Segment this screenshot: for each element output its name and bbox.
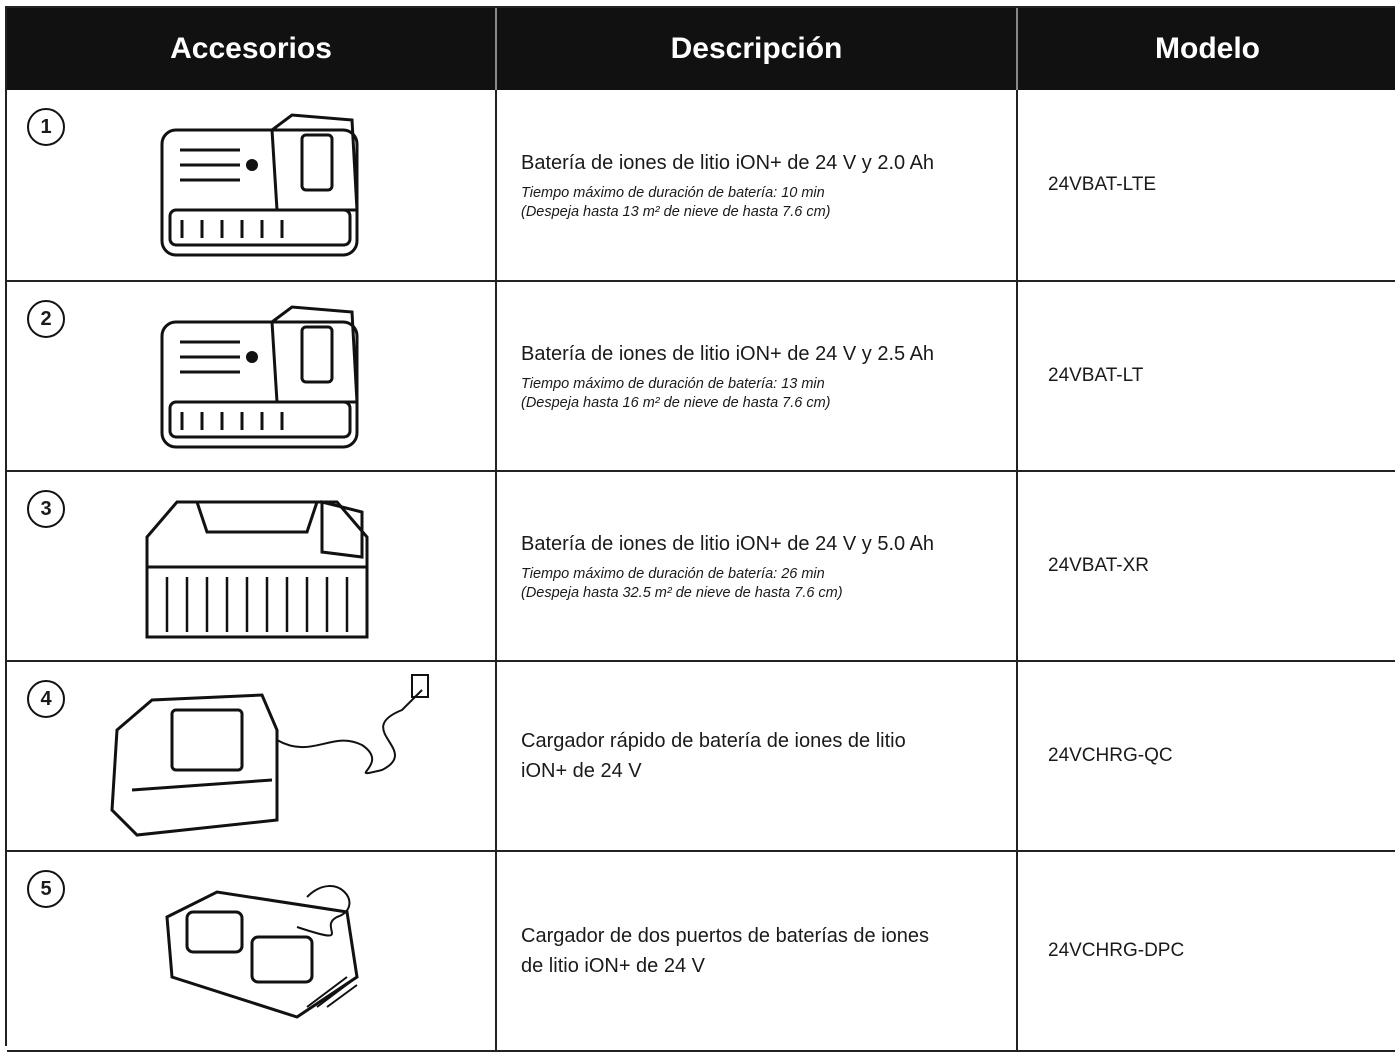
dual-charger-icon <box>165 885 359 1019</box>
item-number: 4 <box>27 680 65 718</box>
model-text: 24VBAT-LTE <box>1048 174 1157 195</box>
description: Cargador rápido de batería de iones de l… <box>521 662 1006 850</box>
description-text: Batería de iones de litio iON+ de 24 V y… <box>521 343 935 365</box>
description: Batería de iones de litio iON+ de 24 V y… <box>521 90 1006 280</box>
model-text: 24VCHRG-QC <box>1048 745 1173 766</box>
battery-icon <box>145 500 369 639</box>
description-cell: Batería de iones de litio iON+ de 24 V y… <box>497 472 1018 662</box>
description-cell: Batería de iones de litio iON+ de 24 V y… <box>497 90 1018 282</box>
header-cell: Accesorios <box>7 8 497 90</box>
description-cell: Cargador de dos puertos de baterías de i… <box>497 852 1018 1052</box>
note-text: Tiempo máximo de duración de batería: 13… <box>521 376 825 392</box>
model-text: 24VBAT-XR <box>1048 555 1150 576</box>
model-cell: 24VBAT-LT <box>1018 282 1395 472</box>
header-cell: Descripción <box>497 8 1018 90</box>
note-text: (Despeja hasta 13 m² de nieve de hasta 7… <box>521 204 831 220</box>
note-text: (Despeja hasta 32.5 m² de nieve de hasta… <box>521 585 843 601</box>
note-text: (Despeja hasta 16 m² de nieve de hasta 7… <box>521 395 831 411</box>
description-text: de litio iON+ de 24 V <box>521 955 705 977</box>
model-cell: 24VCHRG-QC <box>1018 662 1395 852</box>
description-text: Cargador de dos puertos de baterías de i… <box>521 925 930 947</box>
accessory-cell: 4 <box>7 662 497 852</box>
accessory-cell: 2 <box>7 282 497 472</box>
description: Batería de iones de litio iON+ de 24 V y… <box>521 282 1006 470</box>
description-cell: Batería de iones de litio iON+ de 24 V y… <box>497 282 1018 472</box>
item-number: 2 <box>27 300 65 338</box>
accessory-cell: 5 <box>7 852 497 1052</box>
item-number: 5 <box>27 870 65 908</box>
battery-icon <box>160 113 359 257</box>
accessory-cell: 3 <box>7 472 497 662</box>
model-text: 24VBAT-LT <box>1048 365 1144 386</box>
model-cell: 24VBAT-LTE <box>1018 90 1395 282</box>
header-cell: Modelo <box>1018 8 1395 90</box>
note-text: Tiempo máximo de duración de batería: 26… <box>521 566 825 582</box>
item-number: 3 <box>27 490 65 528</box>
model-cell: 24VCHRG-DPC <box>1018 852 1395 1052</box>
description-cell: Cargador rápido de batería de iones de l… <box>497 662 1018 852</box>
description: Cargador de dos puertos de baterías de i… <box>521 852 1006 1050</box>
note-text: Tiempo máximo de duración de batería: 10… <box>521 185 825 201</box>
description-text: Batería de iones de litio iON+ de 24 V y… <box>521 533 935 555</box>
charger-icon <box>110 674 429 837</box>
accessories-table: Accesorios Descripción Modelo 1 Batería de i… <box>5 6 1395 1052</box>
description-text: iON+ de 24 V <box>521 760 642 782</box>
description-text: Cargador rápido de batería de iones de l… <box>521 730 906 752</box>
battery-icon <box>160 305 359 449</box>
description: Batería de iones de litio iON+ de 24 V y… <box>521 472 1006 660</box>
model-text: 24VCHRG-DPC <box>1048 940 1185 961</box>
model-cell: 24VBAT-XR <box>1018 472 1395 662</box>
accessory-cell: 1 <box>7 90 497 282</box>
item-number: 1 <box>27 108 65 146</box>
description-text: Batería de iones de litio iON+ de 24 V y… <box>521 152 935 174</box>
